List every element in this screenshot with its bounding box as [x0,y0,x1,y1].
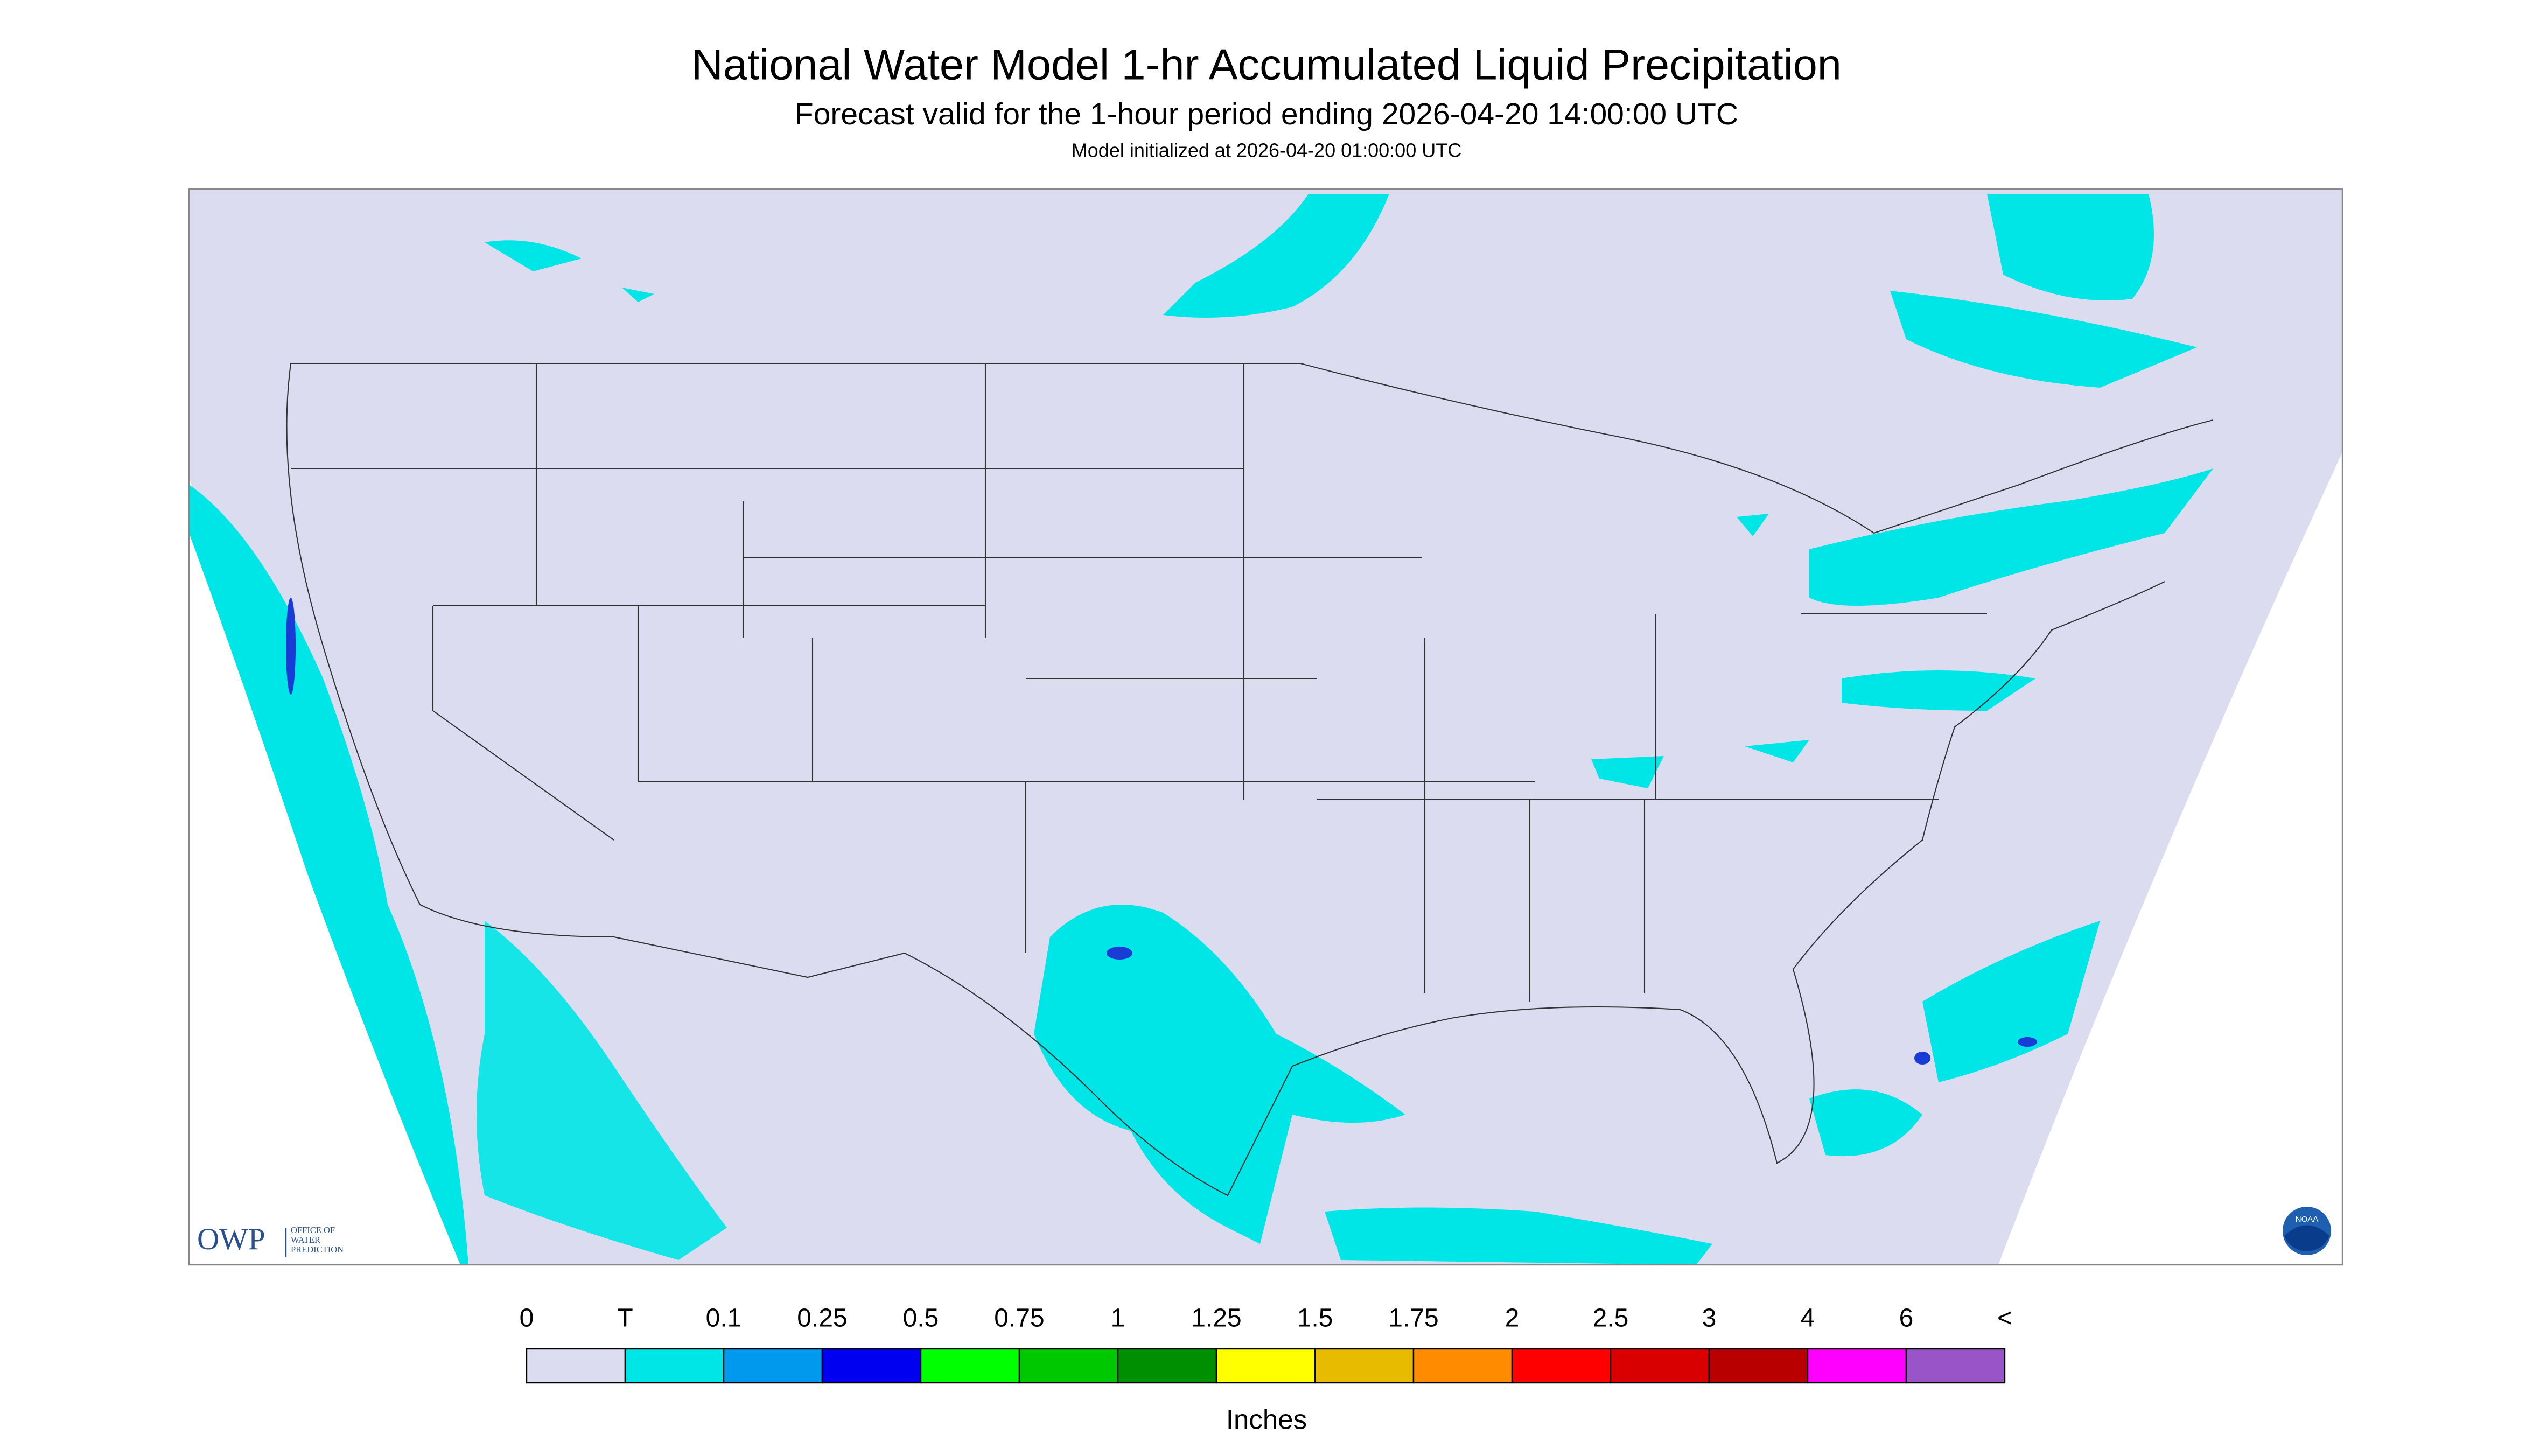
colorbar-swatch [1807,1348,1907,1384]
colorbar-swatch [1215,1348,1316,1384]
colorbar-label: 3 [1702,1304,1717,1333]
colorbar-swatch [526,1348,626,1384]
colorbar-swatch [1511,1348,1612,1384]
colorbar-swatch [1708,1348,1809,1384]
boundaries [286,362,2214,1196]
map-frame [188,188,2343,1266]
noaa-logo: NOAA [2283,1207,2331,1256]
colorbar-label: 0.25 [797,1304,847,1333]
colorbar-swatch [1314,1348,1415,1384]
owp-office-line: WATER [291,1235,320,1245]
owp-office-line: PREDICTION [291,1244,344,1255]
colorbar-label: 0 [520,1304,534,1333]
colorbar-swatch [1117,1348,1217,1384]
unit-label: Inches [1226,1404,1307,1434]
colorbar-label: 6 [1899,1304,1914,1333]
colorbar-swatch [821,1348,922,1384]
colorbar-swatch [624,1348,725,1384]
noaa-text: NOAA [2296,1215,2319,1224]
title: National Water Model 1-hr Accumulated Li… [691,40,1842,89]
colorbar-label: 2 [1505,1304,1520,1333]
colorbar-label: < [1997,1304,2012,1333]
colorbar-swatch [1412,1348,1513,1384]
map [188,188,2343,1266]
colorbar-swatch [1610,1348,1710,1384]
colorbar-label: 0.75 [994,1304,1044,1333]
colorbar-label: 1.75 [1388,1304,1438,1333]
init-time: Model initialized at 2026-04-20 01:00:00… [1072,139,1461,162]
colorbar-label: 0.5 [903,1304,939,1333]
precip [189,194,2213,1265]
owp-logo-text: OWP [197,1222,265,1256]
owp-office-line: OFFICE OF [291,1225,335,1235]
owp-logo: OWP OFFICE OF WATER PREDICTION [197,1222,344,1257]
colorbar-label: 1 [1111,1304,1125,1333]
colorbar-swatch [1018,1348,1119,1384]
map-mask-right [1998,452,2342,1265]
map-mask-left [189,477,460,1265]
colorbar-label: 1.25 [1191,1304,1241,1333]
noaa-wave [2284,1225,2329,1251]
subtitle: Forecast valid for the 1-hour period end… [795,97,1738,131]
colorbar-label: 4 [1801,1304,1815,1333]
colorbar: 0 T 0.1 0.25 0.5 0.75 1 1.25 1.5 1.75 2 2.5 3 4 6 < [520,1304,2012,1384]
colorbar-label: 0.1 [706,1304,742,1333]
colorbar-swatch [920,1348,1020,1384]
colorbar-swatch [1905,1348,2006,1384]
colorbar-label: T [617,1304,633,1333]
colorbar-label: 2.5 [1593,1304,1629,1333]
colorbar-swatch [723,1348,823,1384]
colorbar-label: 1.5 [1297,1304,1333,1333]
